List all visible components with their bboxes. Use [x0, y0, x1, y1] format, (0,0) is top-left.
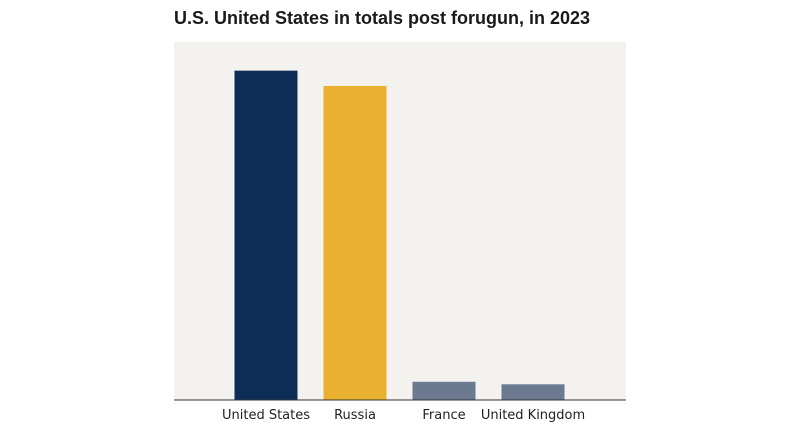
bars-group [234, 70, 565, 401]
chart-title: U.S. United States in totals post forugu… [174, 8, 591, 28]
x-tick-label-france: France [422, 408, 465, 423]
bar-united-kingdom [501, 384, 565, 400]
x-tick-label-united-kingdom: United Kingdom [481, 408, 585, 423]
x-tick-label-russia: Russia [334, 408, 376, 423]
bar-united-states [234, 70, 298, 400]
x-tick-labels: United States Russia France United Kingdom [222, 408, 585, 423]
bar-russia [323, 85, 387, 401]
x-tick-label-united-states: United States [222, 408, 310, 423]
bar-france [412, 381, 476, 400]
